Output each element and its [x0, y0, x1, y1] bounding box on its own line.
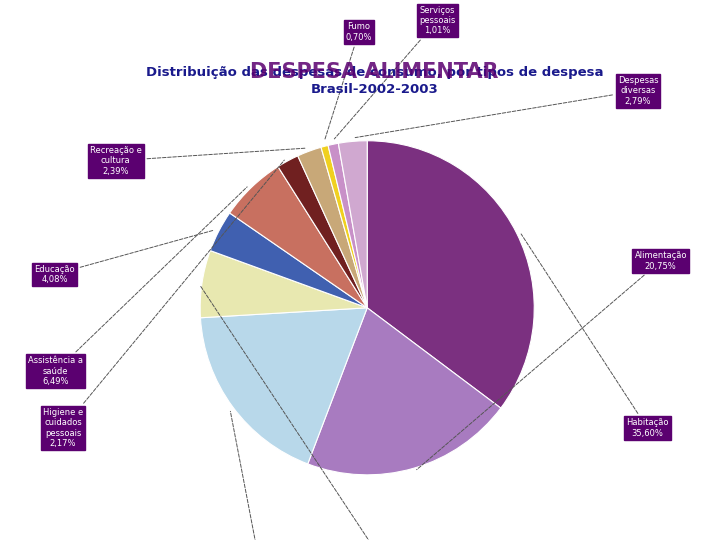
Wedge shape — [200, 251, 367, 318]
Wedge shape — [230, 167, 367, 308]
Text: Higiene e
cuidados
pessoais
2,17%: Higiene e cuidados pessoais 2,17% — [43, 160, 284, 448]
Text: Brasil-2002-2003: Brasil-2002-2003 — [310, 83, 438, 96]
Wedge shape — [200, 308, 367, 464]
Text: Fumo
0,70%: Fumo 0,70% — [325, 23, 372, 140]
Text: Recreação e
cultura
2,39%: Recreação e cultura 2,39% — [90, 146, 305, 176]
Text: DESPESA ALIMENTAR: DESPESA ALIMENTAR — [250, 62, 499, 82]
Text: Alimentação
20,75%: Alimentação 20,75% — [417, 251, 687, 470]
Text: ⊞IBGE: ⊞IBGE — [646, 17, 698, 32]
Wedge shape — [321, 145, 367, 308]
Wedge shape — [338, 141, 367, 308]
Wedge shape — [210, 213, 367, 308]
Text: Educação
4,08%: Educação 4,08% — [35, 231, 213, 284]
Text: Distribuição das despesas de consumo, por tipos de despesa: Distribuição das despesas de consumo, po… — [145, 66, 603, 79]
Text: Serviços
pessoais
1,01%: Serviços pessoais 1,01% — [334, 5, 456, 139]
Text: Habitação
35,60%: Habitação 35,60% — [521, 234, 669, 438]
Wedge shape — [328, 143, 367, 308]
Wedge shape — [367, 141, 534, 408]
Wedge shape — [307, 308, 501, 475]
Wedge shape — [278, 156, 367, 308]
Text: Vestuário
6,58%: Vestuário 6,58% — [200, 286, 417, 540]
Text: Transporte
18,44%: Transporte 18,44% — [230, 411, 281, 540]
Text: Despesas
diversas
2,79%: Despesas diversas 2,79% — [355, 76, 658, 138]
Wedge shape — [298, 147, 367, 308]
Text: Assistência a
saúde
6,49%: Assistência a saúde 6,49% — [28, 187, 247, 386]
